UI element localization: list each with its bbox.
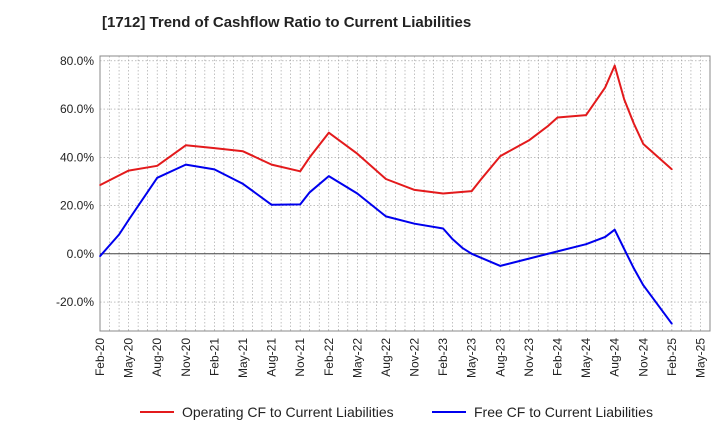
data-point-0 xyxy=(623,98,626,101)
legend-swatch-operating-cf xyxy=(140,411,174,413)
data-point-1 xyxy=(308,191,311,194)
x-tick-label: May-21 xyxy=(236,338,250,378)
x-tick-label: May-23 xyxy=(465,338,479,378)
series-line-1 xyxy=(99,163,673,325)
data-point-0 xyxy=(499,155,502,157)
y-tick-label: 60.0% xyxy=(60,102,94,116)
data-point-0 xyxy=(299,170,301,173)
x-tick-label: Feb-20 xyxy=(93,338,107,376)
data-point-0 xyxy=(632,122,635,125)
x-tick-label: Nov-21 xyxy=(293,338,307,377)
legend-item-free-cf: Free CF to Current Liabilities xyxy=(432,404,653,420)
data-point-1 xyxy=(127,219,130,221)
data-point-1 xyxy=(556,250,559,253)
data-point-0 xyxy=(127,169,130,172)
legend-swatch-free-cf xyxy=(432,411,466,413)
data-point-1 xyxy=(327,175,330,177)
data-point-1 xyxy=(99,255,101,258)
legend-label-operating-cf: Operating CF to Current Liabilities xyxy=(182,404,394,420)
data-point-1 xyxy=(613,228,616,231)
data-point-0 xyxy=(671,168,673,171)
data-point-0 xyxy=(585,114,587,116)
data-point-0 xyxy=(547,125,549,127)
x-tick-label: Nov-20 xyxy=(179,338,193,377)
data-point-0 xyxy=(613,64,616,67)
x-tick-label: Aug-20 xyxy=(150,338,164,377)
data-point-1 xyxy=(242,183,244,185)
x-tick-label: May-20 xyxy=(122,338,136,378)
data-point-0 xyxy=(308,156,311,159)
legend-label-free-cf: Free CF to Current Liabilities xyxy=(474,404,653,420)
data-point-1 xyxy=(671,322,673,325)
x-tick-label: May-25 xyxy=(693,338,707,378)
data-point-1 xyxy=(642,284,645,286)
data-point-0 xyxy=(442,192,444,195)
data-point-0 xyxy=(356,152,359,155)
data-point-1 xyxy=(356,192,359,195)
x-tick-label: May-22 xyxy=(350,338,364,378)
data-point-1 xyxy=(156,177,158,179)
data-point-1 xyxy=(451,238,454,241)
data-point-1 xyxy=(442,227,444,230)
x-tick-label: Aug-22 xyxy=(379,338,393,377)
y-tick-label: 0.0% xyxy=(67,247,95,261)
x-tick-label: Nov-22 xyxy=(408,338,422,377)
data-point-1 xyxy=(461,246,463,249)
x-tick-label: Feb-22 xyxy=(322,338,336,376)
x-tick-label: Feb-21 xyxy=(207,338,221,376)
data-point-1 xyxy=(213,168,216,171)
data-point-1 xyxy=(385,215,387,218)
data-point-0 xyxy=(604,86,606,89)
data-point-0 xyxy=(327,131,330,134)
data-point-0 xyxy=(480,178,483,180)
data-point-1 xyxy=(604,236,606,238)
data-point-0 xyxy=(642,143,645,145)
x-tick-label: Nov-23 xyxy=(522,338,536,377)
data-point-0 xyxy=(413,189,416,191)
data-point-1 xyxy=(528,257,530,260)
data-point-0 xyxy=(242,150,244,153)
chart-title: [1712] Trend of Cashflow Ratio to Curren… xyxy=(102,14,472,31)
data-point-0 xyxy=(385,178,387,180)
x-tick-label: Nov-24 xyxy=(636,338,650,377)
y-tick-label: 40.0% xyxy=(60,150,94,164)
data-point-1 xyxy=(118,233,120,236)
data-point-1 xyxy=(499,265,502,267)
data-point-0 xyxy=(556,116,559,119)
data-point-1 xyxy=(470,253,473,255)
data-point-0 xyxy=(528,139,530,142)
x-tick-label: Aug-23 xyxy=(493,338,507,377)
data-point-1 xyxy=(413,222,416,225)
data-point-1 xyxy=(585,243,587,245)
x-tick-label: Aug-21 xyxy=(265,338,279,377)
data-point-0 xyxy=(118,174,120,177)
y-tick-label: 20.0% xyxy=(60,199,94,213)
y-tick-label: -20.0% xyxy=(56,295,94,309)
data-point-1 xyxy=(184,163,187,166)
data-point-0 xyxy=(470,190,473,192)
data-point-1 xyxy=(632,267,635,270)
x-tick-label: Feb-23 xyxy=(436,338,450,376)
legend-item-operating-cf: Operating CF to Current Liabilities xyxy=(140,404,394,420)
data-point-0 xyxy=(156,164,158,167)
data-point-0 xyxy=(213,147,216,149)
data-point-1 xyxy=(270,204,273,206)
data-point-0 xyxy=(99,184,101,186)
series-line-0 xyxy=(99,64,673,195)
data-point-1 xyxy=(623,248,626,250)
data-point-1 xyxy=(299,203,301,206)
y-tick-label: 80.0% xyxy=(60,54,94,68)
x-tick-label: Feb-24 xyxy=(551,338,565,376)
x-tick-label: Aug-24 xyxy=(608,338,622,377)
x-tick-label: May-24 xyxy=(579,338,593,378)
data-point-0 xyxy=(184,144,187,147)
data-point-0 xyxy=(270,163,273,166)
x-tick-label: Feb-25 xyxy=(665,338,679,376)
